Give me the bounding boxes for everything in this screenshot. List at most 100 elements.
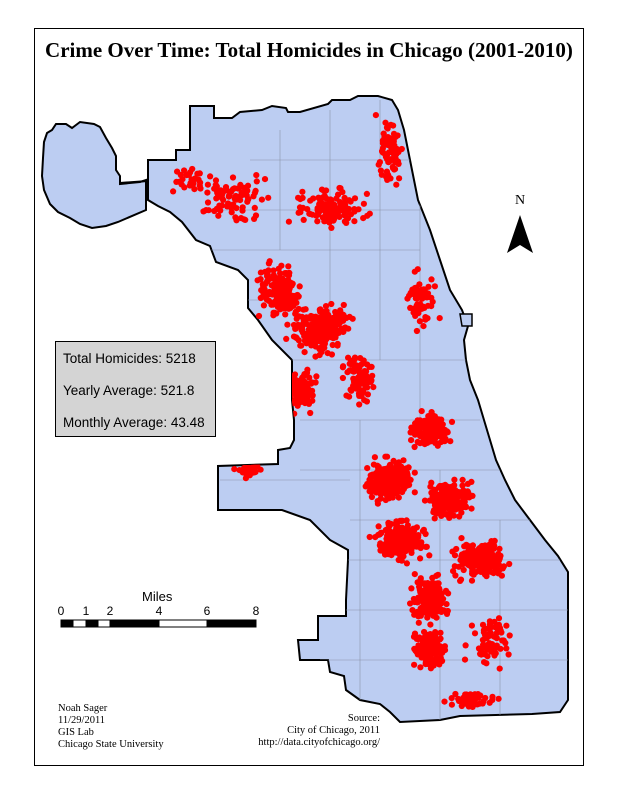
homicide-dot: [460, 487, 467, 494]
homicide-dot: [415, 595, 422, 602]
homicide-dot: [295, 305, 302, 313]
homicide-dot: [272, 282, 279, 289]
homicide-dot: [376, 531, 384, 538]
homicide-dot: [316, 314, 323, 322]
homicide-dot: [305, 326, 312, 333]
homicide-dot: [452, 494, 459, 501]
homicide-dot: [369, 471, 376, 478]
homicide-dot: [259, 281, 266, 288]
homicide-dot: [305, 333, 312, 340]
homicide-dot: [255, 312, 263, 320]
homicide-dot: [396, 175, 403, 182]
homicide-dot: [420, 643, 427, 650]
homicide-dot: [340, 317, 347, 324]
homicide-dot: [461, 656, 469, 663]
lab-name: GIS Lab: [58, 727, 94, 738]
homicide-dot: [356, 401, 363, 408]
homicide-dot: [261, 285, 268, 292]
homicide-dot: [299, 188, 306, 195]
homicide-dot: [379, 148, 386, 155]
homicide-dot: [382, 119, 389, 126]
homicide-dot: [323, 307, 330, 314]
homicide-dot: [480, 552, 487, 559]
homicide-dot: [379, 140, 386, 147]
homicide-dot: [409, 529, 416, 537]
homicide-dot: [390, 549, 397, 556]
homicide-dot: [480, 627, 487, 634]
homicide-dot: [415, 636, 422, 643]
homicide-dot: [350, 378, 358, 385]
homicide-dot: [232, 214, 239, 221]
homicide-dot: [506, 632, 513, 639]
homicide-dot: [413, 302, 420, 309]
homicide-dot: [375, 523, 382, 530]
homicide-dot: [431, 515, 438, 522]
homicide-dot: [434, 659, 441, 666]
scale-tick-4: 4: [155, 604, 163, 618]
homicide-dot: [444, 607, 451, 615]
homicide-dot: [355, 374, 362, 381]
homicide-dot: [425, 651, 432, 658]
homicide-dot: [401, 474, 408, 481]
homicide-dot: [429, 574, 436, 582]
homicide-dot: [230, 201, 237, 208]
homicide-dot: [368, 485, 375, 492]
homicide-dot: [447, 438, 454, 445]
homicide-dot: [420, 286, 427, 293]
homicide-dot: [239, 207, 246, 214]
homicide-dot: [444, 489, 451, 497]
homicide-dot: [366, 363, 373, 370]
north-arrow: N: [503, 193, 537, 257]
homicide-dot: [285, 375, 292, 382]
homicide-dot: [291, 410, 298, 417]
homicide-dot: [388, 520, 395, 528]
homicide-dot: [468, 577, 476, 584]
homicide-dot: [460, 566, 467, 574]
homicide-dot: [396, 474, 403, 481]
homicide-dot: [282, 386, 289, 393]
homicide-dot: [281, 371, 289, 378]
homicide-dot: [271, 288, 278, 295]
homicide-dot: [195, 176, 202, 183]
homicide-dot: [462, 503, 469, 510]
homicide-dot: [456, 513, 463, 520]
homicide-dot: [414, 266, 421, 273]
homicide-dot: [260, 302, 267, 309]
homicide-dot: [301, 315, 308, 322]
homicide-dot: [296, 399, 304, 406]
homicide-dot: [303, 370, 310, 377]
homicide-dot: [384, 539, 391, 546]
homicide-dot: [386, 534, 393, 541]
homicide-dot: [284, 286, 291, 294]
homicide-dot: [265, 260, 272, 267]
homicide-dot: [415, 310, 422, 317]
homicide-dot: [341, 194, 348, 201]
homicide-dot: [434, 596, 441, 603]
homicide-dot: [322, 303, 330, 310]
homicide-dot: [346, 393, 353, 400]
homicide-dot: [433, 608, 440, 616]
homicide-dot: [291, 371, 299, 378]
homicide-dot: [377, 540, 384, 547]
homicide-dot: [377, 491, 384, 498]
homicide-dot: [416, 318, 423, 325]
homicide-dot: [489, 544, 497, 552]
homicide-dot: [451, 476, 458, 483]
homicide-dot: [367, 478, 374, 485]
homicide-dot: [196, 182, 203, 189]
homicide-dot: [487, 624, 494, 631]
homicide-dot: [425, 645, 432, 652]
homicide-dot: [396, 517, 404, 525]
homicide-dot: [423, 632, 430, 639]
homicide-dot: [280, 382, 287, 389]
homicide-dot: [421, 422, 429, 429]
homicide-dot: [390, 122, 397, 129]
homicide-dot: [404, 295, 411, 302]
homicide-dot: [421, 304, 428, 311]
homicide-dot: [426, 552, 433, 559]
homicide-dot: [363, 190, 370, 197]
homicide-dot: [254, 277, 261, 284]
homicide-dot: [411, 426, 418, 433]
homicide-dot: [335, 191, 342, 198]
homicide-dot: [315, 194, 322, 201]
